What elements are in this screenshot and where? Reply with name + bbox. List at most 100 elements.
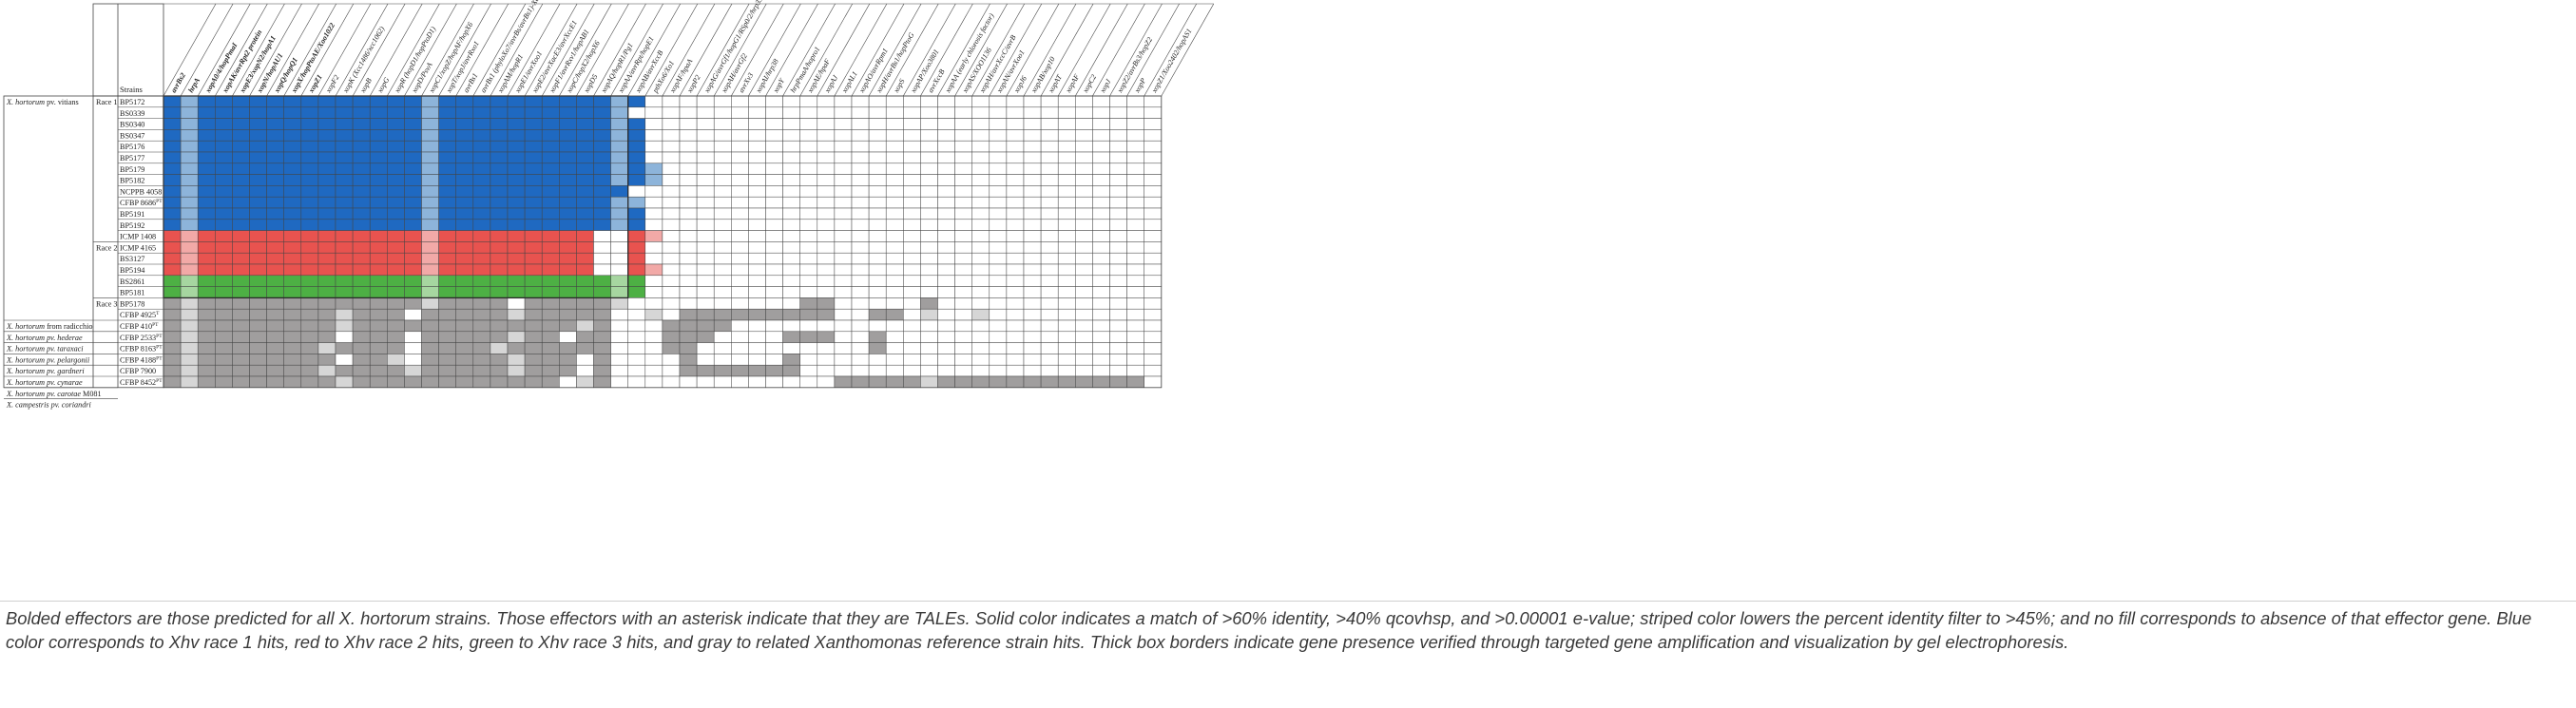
- matrix-cell: [404, 275, 422, 287]
- matrix-cell: [455, 129, 474, 142]
- matrix-cell: [593, 331, 611, 343]
- matrix-cell: [490, 230, 509, 242]
- matrix-cell: [868, 163, 887, 175]
- matrix-cell: [1092, 196, 1110, 209]
- matrix-cell: [971, 286, 990, 298]
- matrix-cell: [472, 252, 491, 265]
- matrix-cell: [472, 151, 491, 164]
- matrix-cell: [610, 151, 628, 164]
- matrix-cell: [283, 297, 302, 310]
- matrix-cell: [1092, 174, 1110, 186]
- matrix-cell: [851, 286, 870, 298]
- matrix-cell: [1040, 275, 1059, 287]
- header-slant-line: [696, 3, 750, 97]
- matrix-cell: [868, 174, 887, 186]
- matrix-cell: [1092, 286, 1110, 298]
- group-label: X. hortorum pv. gardneri: [6, 367, 85, 375]
- effector-label: avrBs1: [462, 71, 480, 94]
- matrix-cell: [868, 140, 887, 153]
- matrix-cell: [851, 364, 870, 377]
- matrix-cell: [868, 241, 887, 254]
- matrix-cell: [903, 308, 921, 321]
- matrix-cell: [369, 286, 388, 298]
- matrix-cell: [404, 308, 422, 321]
- matrix-cell: [817, 219, 836, 231]
- matrix-cell: [232, 140, 250, 153]
- matrix-cell: [1144, 106, 1163, 119]
- matrix-cell: [765, 252, 783, 265]
- matrix-cell: [1109, 185, 1127, 198]
- matrix-cell: [283, 319, 302, 333]
- matrix-cell: [455, 163, 474, 175]
- matrix-cell: [352, 140, 371, 153]
- matrix-cell: [180, 118, 199, 130]
- matrix-cell: [662, 342, 681, 354]
- matrix-cell: [576, 331, 594, 343]
- matrix-cell: [1075, 375, 1093, 389]
- strains-header: Strains: [120, 85, 144, 94]
- matrix-cell: [283, 364, 302, 377]
- matrix-cell: [713, 275, 732, 287]
- matrix-cell: [713, 331, 732, 343]
- matrix-cell: [989, 354, 1008, 366]
- matrix-cell: [1109, 219, 1127, 231]
- matrix-cell: [266, 342, 284, 354]
- matrix-cell: [937, 308, 955, 321]
- header-slant-line: [232, 3, 285, 97]
- matrix-cell: [696, 319, 715, 333]
- matrix-cell: [1144, 230, 1163, 242]
- matrix-cell: [300, 151, 319, 164]
- matrix-cell: [455, 241, 474, 254]
- matrix-cell: [679, 95, 698, 108]
- matrix-cell: [197, 286, 216, 298]
- matrix-cell: [559, 196, 577, 209]
- matrix-cell: [404, 118, 422, 130]
- effector-label: xopP: [1132, 76, 1147, 94]
- matrix-cell: [834, 286, 853, 298]
- matrix-cell: [163, 286, 182, 298]
- matrix-cell: [283, 354, 302, 366]
- matrix-cell: [197, 331, 216, 343]
- matrix-cell: [197, 308, 216, 321]
- matrix-cell: [283, 230, 302, 242]
- matrix-cell: [1075, 163, 1093, 175]
- matrix-cell: [163, 207, 182, 220]
- matrix-cell: [180, 297, 199, 310]
- strain-label: BP5191: [120, 210, 144, 219]
- matrix-cell: [524, 252, 543, 265]
- matrix-cell: [799, 174, 818, 186]
- matrix-cell: [455, 185, 474, 198]
- matrix-cell: [215, 174, 233, 186]
- matrix-cell: [782, 342, 800, 354]
- matrix-cell: [507, 174, 526, 186]
- matrix-cell: [903, 375, 921, 389]
- matrix-cell: [868, 364, 887, 377]
- matrix-cell: [266, 129, 284, 142]
- matrix-cell: [799, 185, 818, 198]
- matrix-cell: [713, 174, 732, 186]
- matrix-cell: [834, 207, 853, 220]
- matrix-cell: [1023, 174, 1042, 186]
- matrix-cell: [576, 252, 594, 265]
- matrix-cell: [1075, 308, 1093, 321]
- matrix-cell: [731, 174, 749, 186]
- matrix-cell: [404, 354, 422, 366]
- matrix-cell: [696, 95, 715, 108]
- matrix-cell: [971, 118, 990, 130]
- strain-label: BP5172: [120, 98, 144, 106]
- matrix-cell: [610, 275, 628, 287]
- group-label: X. hortorum pv. taraxaci: [6, 345, 84, 354]
- matrix-cell: [249, 364, 267, 377]
- matrix-cell: [317, 375, 336, 389]
- matrix-cell: [1006, 241, 1025, 254]
- matrix-cell: [799, 319, 818, 333]
- matrix-cell: [593, 230, 611, 242]
- matrix-cell: [507, 185, 526, 198]
- matrix-cell: [885, 106, 904, 119]
- matrix-cell: [954, 174, 972, 186]
- matrix-cell: [369, 207, 388, 220]
- matrix-cell: [662, 319, 681, 333]
- matrix-cell: [799, 308, 818, 321]
- matrix-cell: [593, 219, 611, 231]
- matrix-cell: [559, 375, 577, 389]
